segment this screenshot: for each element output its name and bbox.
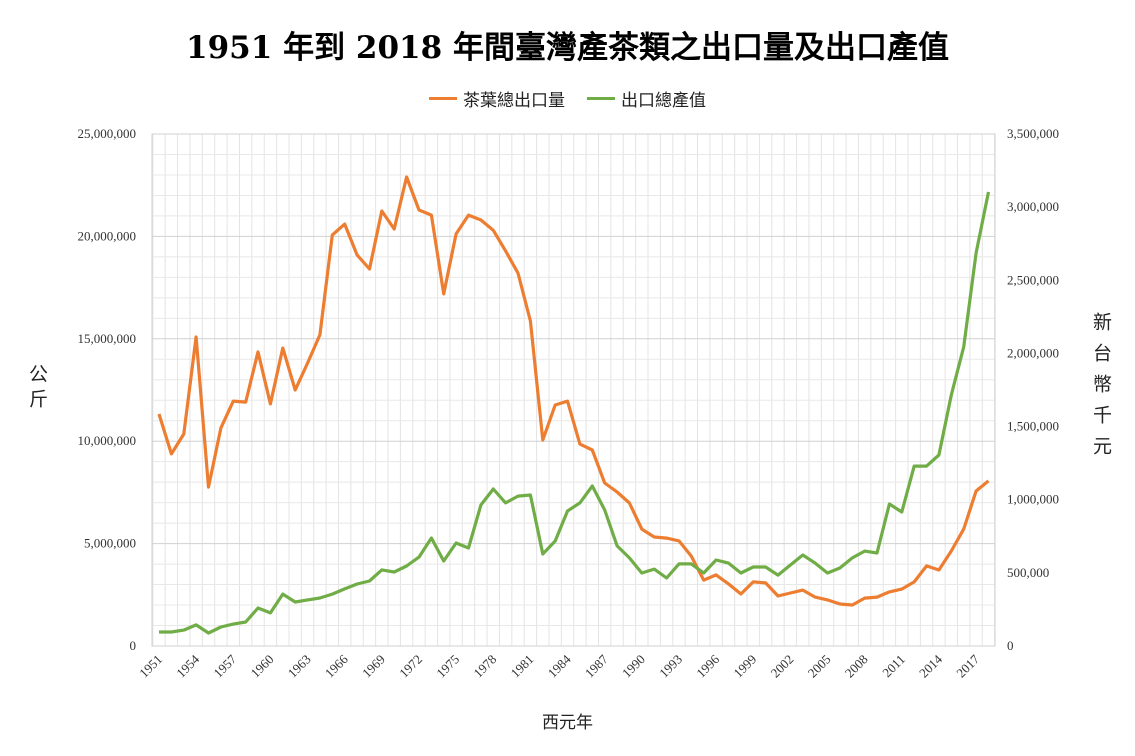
y-right-tick-label: 3,000,000 bbox=[1007, 199, 1059, 214]
y-right-tick-label: 1,000,000 bbox=[1007, 492, 1059, 507]
x-tick-label: 1960 bbox=[248, 652, 277, 681]
x-tick-label: 1981 bbox=[508, 652, 537, 681]
y-left-tick-label: 25,000,000 bbox=[78, 126, 137, 141]
x-tick-label: 2017 bbox=[953, 651, 982, 680]
x-tick-label: 1966 bbox=[322, 651, 351, 680]
y-axis-right-label: 新台幣千元 bbox=[1090, 312, 1112, 467]
x-tick-label: 2008 bbox=[842, 652, 871, 681]
legend-swatch-green bbox=[587, 97, 615, 100]
x-tick-label: 2005 bbox=[805, 652, 834, 681]
x-tick-label: 2002 bbox=[768, 652, 797, 681]
y-right-tick-label: 0 bbox=[1007, 638, 1014, 653]
x-tick-label: 1975 bbox=[433, 652, 462, 681]
legend-item-export-volume: 茶葉總出口量 bbox=[429, 86, 565, 111]
legend: 茶葉總出口量 出口總產值 bbox=[0, 86, 1135, 111]
x-tick-label: 1969 bbox=[359, 652, 388, 681]
y-left-tick-label: 10,000,000 bbox=[78, 433, 137, 448]
y-right-tick-label: 3,500,000 bbox=[1007, 126, 1059, 141]
y-right-tick-label: 2,500,000 bbox=[1007, 272, 1059, 287]
x-tick-label: 1993 bbox=[656, 652, 685, 681]
x-tick-label: 1999 bbox=[730, 652, 759, 681]
chart-title: 1951 年到 2018 年間臺灣產茶類之出口量及出口產值 bbox=[186, 30, 949, 66]
x-tick-label: 1954 bbox=[173, 651, 202, 680]
y-right-tick-label: 2,000,000 bbox=[1007, 345, 1059, 360]
x-tick-label: 1963 bbox=[285, 652, 314, 681]
plot-border bbox=[151, 133, 996, 647]
series-line-export-volume bbox=[157, 175, 990, 607]
y-left-tick-label: 5,000,000 bbox=[84, 536, 136, 551]
x-tick-label: 1990 bbox=[619, 652, 648, 681]
x-tick-label: 1957 bbox=[210, 651, 239, 680]
y-right-tick-label: 1,500,000 bbox=[1007, 419, 1059, 434]
series-line-export-value bbox=[159, 191, 991, 635]
legend-label: 出口總產值 bbox=[621, 91, 706, 111]
x-tick-label: 2011 bbox=[879, 652, 908, 681]
x-tick-label: 1987 bbox=[582, 651, 611, 680]
x-tick-label: 1984 bbox=[545, 651, 574, 680]
x-tick-label: 1996 bbox=[693, 651, 722, 680]
legend-swatch-orange bbox=[429, 97, 457, 100]
legend-item-export-value: 出口總產值 bbox=[587, 86, 706, 111]
y-left-tick-label: 0 bbox=[130, 638, 137, 653]
x-axis-label: 西元年 bbox=[542, 713, 593, 733]
x-tick-label: 1951 bbox=[136, 652, 165, 681]
y-left-tick-label: 15,000,000 bbox=[78, 331, 137, 346]
legend-label: 茶葉總出口量 bbox=[463, 91, 565, 111]
y-axis-left-label: 公斤 bbox=[26, 364, 48, 414]
y-right-tick-label: 500,000 bbox=[1007, 565, 1049, 580]
x-tick-label: 2014 bbox=[916, 651, 945, 680]
y-left-tick-label: 20,000,000 bbox=[78, 228, 137, 243]
x-tick-label: 1978 bbox=[470, 652, 499, 681]
x-tick-label: 1972 bbox=[396, 652, 425, 681]
